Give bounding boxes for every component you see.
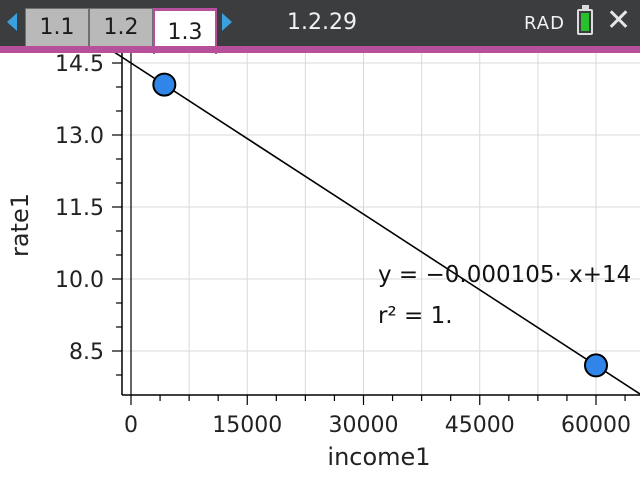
y-tick-label: 8.5 bbox=[69, 340, 104, 365]
x-tick-label: 60000 bbox=[561, 413, 631, 438]
r-squared-label: r² = 1. bbox=[378, 303, 453, 329]
data-point bbox=[152, 72, 177, 97]
document-title: 1.2.29 bbox=[287, 10, 357, 35]
battery-icon bbox=[577, 5, 593, 35]
scatter-plot[interactable]: 0 15000 30000 45000 60000 8.5 10.0 11.5 13.0 14.… bbox=[0, 53, 640, 480]
x-tick-label: 0 bbox=[124, 413, 138, 438]
grid bbox=[122, 53, 640, 395]
y-axis-label: rate1 bbox=[6, 193, 34, 257]
y-tick-labels: 8.5 10.0 11.5 13.0 14.5 bbox=[55, 53, 104, 365]
data-points bbox=[152, 72, 608, 378]
y-tick-label: 10.0 bbox=[55, 268, 104, 293]
tab-underline bbox=[0, 46, 640, 53]
y-axis-ticks bbox=[112, 62, 122, 376]
x-axis-ticks bbox=[130, 395, 626, 405]
data-point bbox=[584, 353, 608, 378]
left-arrow-icon[interactable] bbox=[7, 13, 17, 31]
x-tick-label: 15000 bbox=[212, 413, 282, 438]
x-tick-label: 30000 bbox=[329, 413, 399, 438]
right-arrow-icon[interactable] bbox=[222, 13, 232, 31]
y-tick-label: 11.5 bbox=[55, 196, 104, 221]
axes bbox=[121, 53, 640, 396]
y-tick-label: 13.0 bbox=[55, 124, 104, 149]
regression-line bbox=[114, 53, 640, 395]
x-tick-labels: 0 15000 30000 45000 60000 bbox=[124, 413, 631, 438]
close-icon[interactable]: ✕ bbox=[606, 3, 632, 38]
x-tick-label: 45000 bbox=[445, 413, 515, 438]
x-axis-label: income1 bbox=[327, 443, 430, 471]
angle-mode: RAD bbox=[524, 13, 565, 34]
y-tick-label: 14.5 bbox=[55, 53, 104, 77]
top-bar: 1.1 1.2 1.3 1.2.29 RAD ✕ bbox=[0, 0, 640, 54]
regression-equation: y = −0.000105· x+14 bbox=[378, 262, 631, 288]
tab-1-2[interactable]: 1.2 bbox=[89, 8, 153, 46]
tab-1-1[interactable]: 1.1 bbox=[25, 8, 89, 46]
